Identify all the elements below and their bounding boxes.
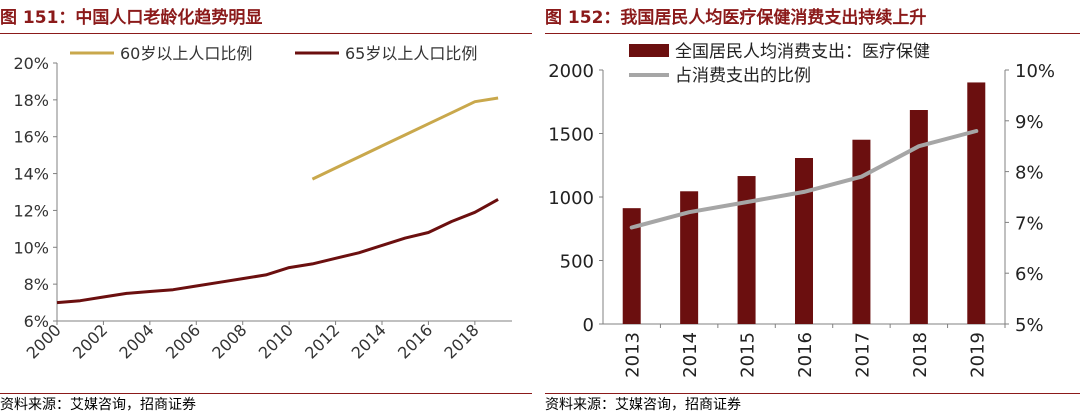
y-tick-label: 10% (13, 238, 49, 257)
x-tick-label: 2010 (255, 320, 297, 362)
bar-2017 (852, 139, 871, 324)
chart-panel-aging: 图 151：中国人口老龄化趋势明显 6% 8% 10% 12% 14% 16% 18% 20%… (0, 0, 532, 416)
x-tick-label: 2006 (162, 320, 204, 362)
legend-label: 65岁以上人口比例 (345, 44, 477, 63)
title-rule (545, 33, 1080, 34)
x-tick-label: 2014 (348, 320, 390, 362)
source-note: 资料来源：艾媒咨询，招商证券 (545, 397, 741, 413)
left-y-tick-label: 1000 (548, 188, 594, 209)
right-y-tick-label: 8% (1015, 163, 1044, 184)
right-y-tick-label: 6% (1015, 264, 1044, 285)
y-tick-label: 12% (13, 201, 49, 220)
chart-title: 图 152：我国居民人均医疗保健消费支出持续上升 (545, 8, 927, 28)
bar-2013 (622, 208, 641, 324)
x-tick-label: 2016 (394, 320, 436, 362)
series-line-age-65-plus (56, 198, 499, 305)
bar-2016 (795, 158, 813, 324)
bar-2014 (680, 191, 699, 324)
chart-panel-health-spending: 图 152：我国居民人均医疗保健消费支出持续上升 0 500 1000 1500 200… (545, 0, 1080, 416)
aging-line-chart: 6%8%10%12%14%16%18%20%2000 2002 2004 2006 20… (13, 44, 512, 363)
right-y-tick-label: 7% (1015, 213, 1044, 234)
legend-label: 占消费支出的比例 (675, 66, 811, 86)
left-y-tick-label: 2000 (548, 61, 594, 82)
bar-2015 (737, 176, 756, 324)
left-y-tick-label: 500 (560, 252, 594, 273)
source-note: 资料来源：艾媒咨询，招商证券 (0, 397, 196, 413)
left-y-tick-label: 1500 (548, 125, 594, 146)
x-tick-label: 2014 (680, 332, 701, 378)
x-tick-label: 2008 (208, 320, 250, 362)
y-tick-label: 6% (24, 312, 49, 331)
series-line-share (629, 129, 979, 230)
x-tick-label: 2002 (69, 320, 111, 362)
right-y-tick-label: 9% (1015, 112, 1044, 133)
x-tick-label: 2013 (623, 332, 644, 378)
x-tick-label: 2017 (852, 332, 873, 378)
left-y-tick-label: 0 (583, 315, 594, 336)
x-tick-label: 2004 (115, 320, 157, 362)
x-tick-label: 2016 (795, 332, 816, 378)
y-tick-label: 18% (13, 91, 49, 110)
x-tick-label: 2018 (910, 332, 931, 378)
legend-label: 全国居民人均消费支出：医疗保健 (675, 42, 930, 62)
x-tick-label: 2019 (967, 332, 988, 378)
x-tick-label: 2012 (301, 320, 343, 362)
series-line-age-60-plus (311, 96, 499, 181)
legend-swatch (629, 44, 669, 57)
y-tick-label: 16% (13, 128, 49, 147)
x-tick-label: 2018 (440, 320, 482, 362)
right-y-tick-label: 10% (1015, 61, 1055, 82)
source-rule (0, 393, 532, 394)
bar-2019 (967, 82, 986, 324)
bar-2018 (909, 110, 928, 324)
chart-title: 图 151：中国人口老龄化趋势明显 (0, 8, 263, 28)
health-spending-combo-chart: 0 500 1000 1500 2000 5% 6% 7% 8% 9% 10% 2013 2014 201… (548, 42, 1055, 378)
x-tick-label: 2015 (738, 332, 759, 378)
legend-label: 60岁以上人口比例 (120, 44, 252, 63)
right-y-tick-label: 5% (1015, 315, 1044, 336)
y-tick-label: 14% (13, 165, 49, 184)
title-rule (0, 33, 532, 34)
y-tick-label: 20% (13, 54, 49, 73)
y-tick-label: 8% (24, 275, 49, 294)
source-rule (545, 393, 1080, 394)
